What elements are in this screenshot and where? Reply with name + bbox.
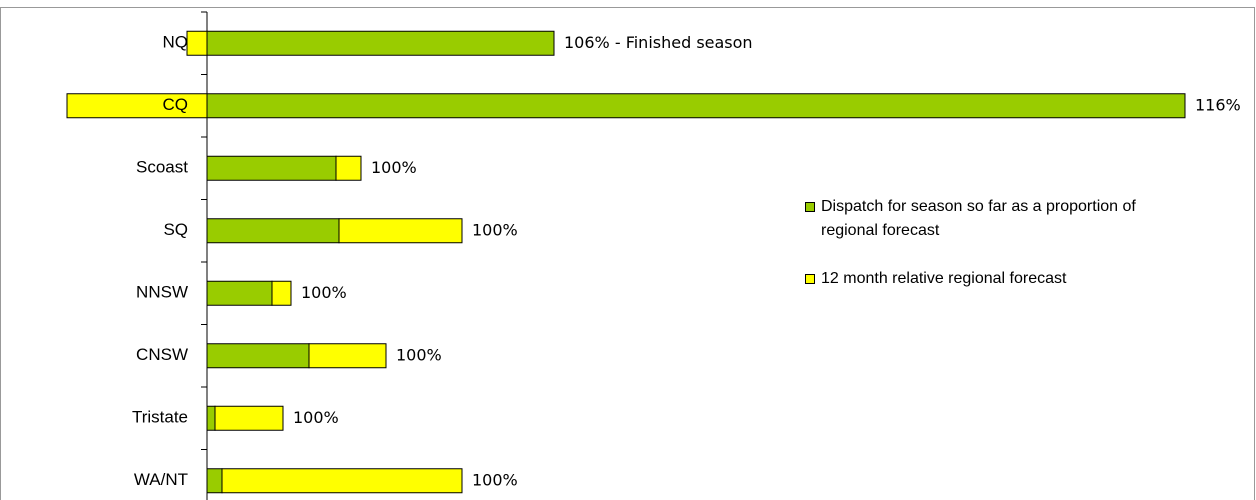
bar-segment (214, 405, 284, 431)
bar-segment (206, 155, 337, 181)
legend-label: 12 month relative regional forecast (821, 270, 1067, 287)
category-label: NNSW (136, 283, 188, 302)
annotation: 100% (371, 158, 417, 177)
legend-swatch (805, 202, 815, 212)
annotation: 100% (472, 220, 518, 239)
bar-segment (206, 468, 223, 494)
category-label: Tristate (132, 408, 188, 427)
category-label: WA/NT (134, 470, 188, 489)
legend-entry: Dispatch for season so far as a proporti… (805, 195, 1145, 243)
category-label: SQ (163, 220, 188, 239)
bar-segment (206, 405, 216, 431)
category-label: CQ (163, 95, 189, 114)
category-label: Scoast (136, 158, 188, 177)
bar-segment (186, 30, 208, 56)
category-label: NQ (163, 33, 189, 52)
bar-segment (335, 155, 362, 181)
annotation: 100% (293, 408, 339, 427)
bar-segment (206, 343, 310, 369)
bar-segment (206, 93, 1186, 119)
annotation: 106% - Finished season (564, 33, 753, 52)
legend-entry: 12 month relative regional forecast (805, 267, 1145, 291)
bar-segment (338, 218, 463, 244)
bar-segment (221, 468, 463, 494)
bar-segment (271, 280, 292, 306)
bar-segment (66, 93, 208, 119)
annotation: 100% (396, 345, 442, 364)
legend-swatch (805, 274, 815, 284)
category-label: CNSW (136, 345, 188, 364)
annotation: 100% (301, 283, 347, 302)
legend-label: Dispatch for season so far as a proporti… (821, 198, 1136, 239)
bar-segment (206, 218, 340, 244)
annotation: 100% (472, 470, 518, 489)
annotation: 116% (1195, 95, 1241, 114)
bar-segment (308, 343, 387, 369)
bar-segment (206, 280, 273, 306)
legend: Dispatch for season so far as a proporti… (805, 195, 1145, 315)
bar-segment (206, 30, 555, 56)
chart-frame (0, 7, 1255, 500)
